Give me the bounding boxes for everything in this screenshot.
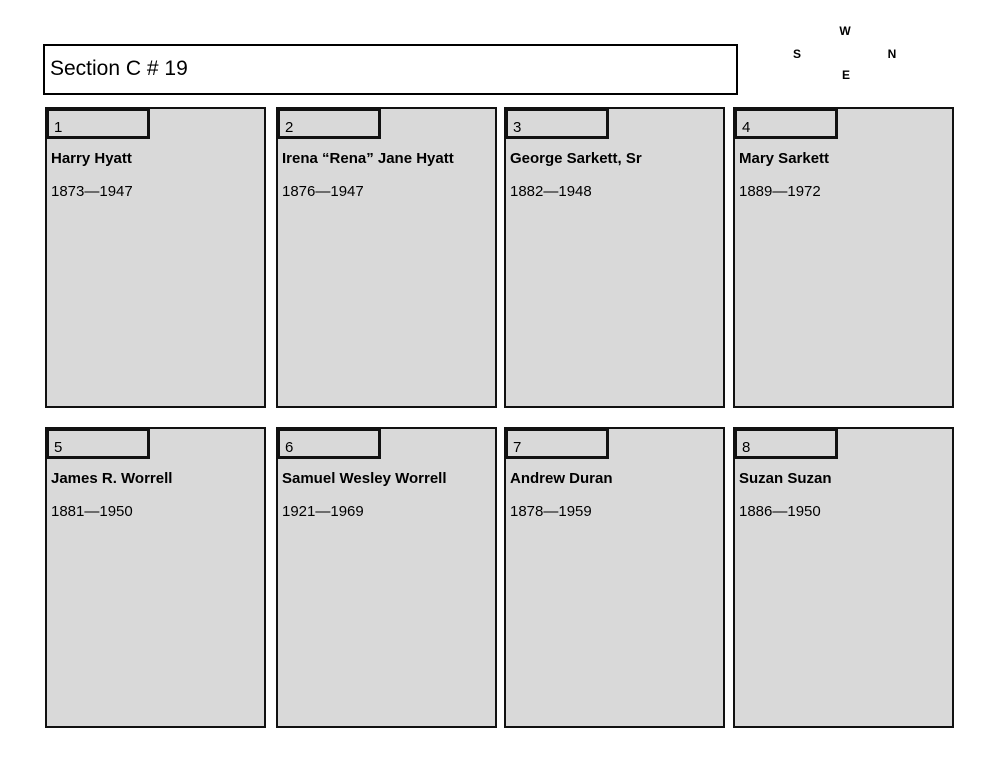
plot-7: 7 Andrew Duran 1878—1959 bbox=[504, 427, 725, 728]
plot-dates: 1886—1950 bbox=[739, 503, 821, 520]
plot-dates: 1889—1972 bbox=[739, 183, 821, 200]
section-title: Section C # 19 bbox=[43, 44, 738, 95]
plot-2: 2 Irena “Rena” Jane Hyatt 1876—1947 bbox=[276, 107, 497, 408]
plot-number: 4 bbox=[735, 109, 838, 139]
plot-number: 8 bbox=[735, 429, 838, 459]
plot-name: Andrew Duran bbox=[510, 470, 613, 487]
compass-east: E bbox=[841, 68, 851, 82]
compass-north: N bbox=[887, 47, 897, 61]
plot-number: 7 bbox=[506, 429, 609, 459]
compass-west: W bbox=[839, 24, 851, 38]
plot-6: 6 Samuel Wesley Worrell 1921—1969 bbox=[276, 427, 497, 728]
plot-number: 5 bbox=[47, 429, 150, 459]
plot-4: 4 Mary Sarkett 1889—1972 bbox=[733, 107, 954, 408]
plot-number: 6 bbox=[278, 429, 381, 459]
plot-5: 5 James R. Worrell 1881—1950 bbox=[45, 427, 266, 728]
plot-1: 1 Harry Hyatt 1873—1947 bbox=[45, 107, 266, 408]
plot-dates: 1921—1969 bbox=[282, 503, 364, 520]
plot-name: James R. Worrell bbox=[51, 470, 173, 487]
plot-number: 2 bbox=[278, 109, 381, 139]
plot-name: Irena “Rena” Jane Hyatt bbox=[282, 150, 454, 167]
plot-number: 1 bbox=[47, 109, 150, 139]
plot-name: Samuel Wesley Worrell bbox=[282, 470, 447, 487]
plot-8: 8 Suzan Suzan 1886—1950 bbox=[733, 427, 954, 728]
plot-dates: 1873—1947 bbox=[51, 183, 133, 200]
plot-name: Harry Hyatt bbox=[51, 150, 132, 167]
plot-dates: 1881—1950 bbox=[51, 503, 133, 520]
plot-name: Mary Sarkett bbox=[739, 150, 830, 167]
plot-dates: 1882—1948 bbox=[510, 183, 592, 200]
plot-name: Suzan Suzan bbox=[739, 470, 832, 487]
plot-3: 3 George Sarkett, Sr 1882—1948 bbox=[504, 107, 725, 408]
plot-name: George Sarkett, Sr bbox=[510, 150, 642, 167]
plot-dates: 1878—1959 bbox=[510, 503, 592, 520]
plot-number: 3 bbox=[506, 109, 609, 139]
compass-south: S bbox=[792, 47, 802, 61]
plot-dates: 1876—1947 bbox=[282, 183, 364, 200]
